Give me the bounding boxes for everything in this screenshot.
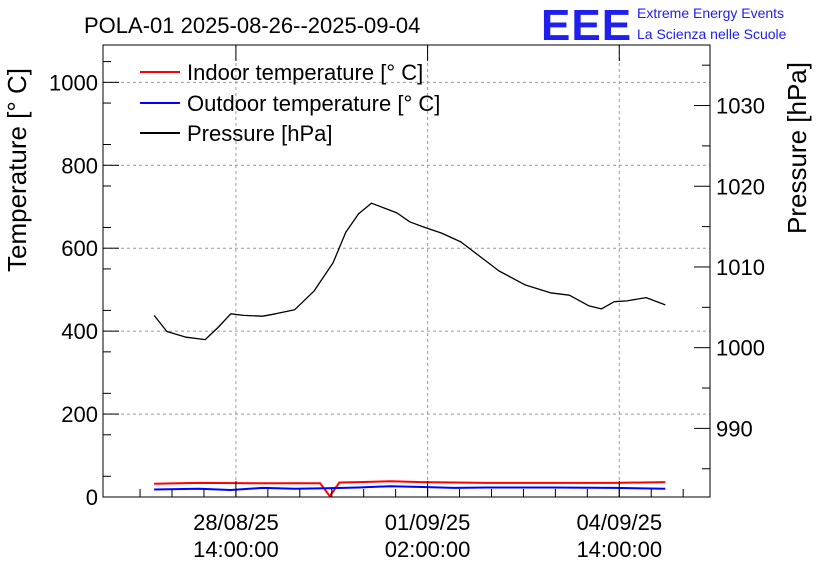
- y-axis-title: Temperature [° C]: [2, 68, 32, 272]
- y2-tick-label: 990: [716, 416, 753, 441]
- eee-logo-line2: La Scienza nelle Scuole: [637, 26, 787, 42]
- grid: [103, 45, 710, 497]
- legend-label-pressure: Pressure [hPa]: [187, 121, 333, 146]
- legend-label-outdoor: Outdoor temperature [° C]: [187, 91, 440, 116]
- y2-tick-label: 1010: [716, 255, 765, 280]
- eee-logo: EEE Extreme Energy Events La Scienza nel…: [541, 1, 787, 50]
- eee-logo-line1: Extreme Energy Events: [637, 5, 784, 21]
- tick-layer: 0 200 400 600 800 1000 990 1000 1010 1020 1030 28/0…: [49, 45, 765, 562]
- y2-axis-title: Pressure [hPa]: [782, 62, 812, 234]
- x-tick-time: 14:00:00: [193, 537, 279, 562]
- pressure-line: [153, 202, 666, 341]
- y-tick-label: 600: [61, 236, 98, 261]
- y-tick-label: 1000: [49, 70, 98, 95]
- x-tick-date: 01/09/25: [385, 510, 471, 535]
- y-tick-label: 800: [61, 153, 98, 178]
- chart-title: POLA-01 2025-08-26--2025-09-04: [84, 13, 420, 38]
- y2-tick-label: 1020: [716, 174, 765, 199]
- legend-label-indoor: Indoor temperature [° C]: [187, 60, 423, 85]
- x-tick-time: 02:00:00: [385, 537, 471, 562]
- y-tick-label: 0: [86, 485, 98, 510]
- y-tick-label: 400: [61, 319, 98, 344]
- legend: Indoor temperature [° C] Outdoor tempera…: [140, 60, 440, 146]
- y2-tick-label: 1000: [716, 336, 765, 361]
- y2-tick-label: 1030: [716, 94, 765, 119]
- eee-logo-mark: EEE: [541, 1, 632, 50]
- plot-frame: [102, 44, 711, 498]
- x-tick-date: 28/08/25: [193, 510, 279, 535]
- x-tick-date: 04/09/25: [576, 510, 662, 535]
- indoor-temperature-line: [154, 480, 666, 498]
- x-tick-time: 14:00:00: [576, 537, 662, 562]
- y-tick-label: 200: [61, 402, 98, 427]
